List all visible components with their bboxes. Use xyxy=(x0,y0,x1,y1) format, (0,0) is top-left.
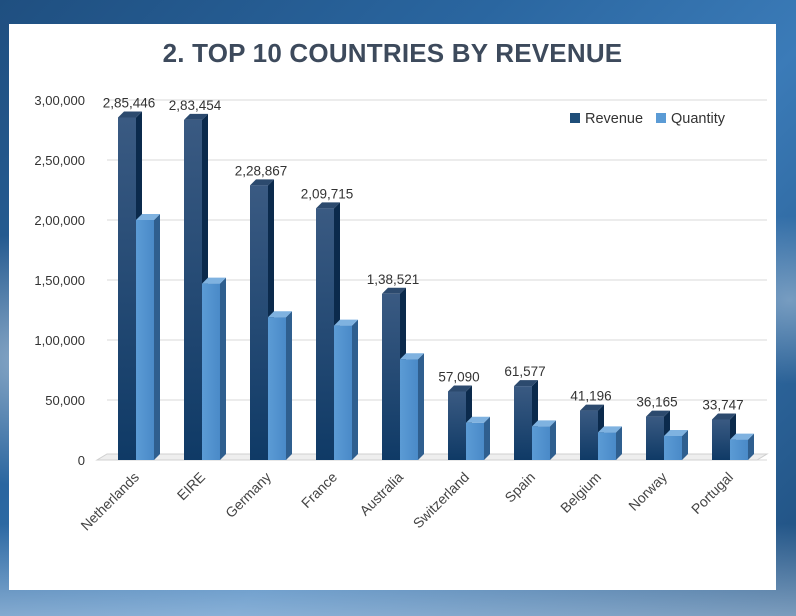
revenue-data-label: 57,090 xyxy=(438,369,479,384)
quantity-bar-front xyxy=(598,432,616,460)
quantity-bar xyxy=(202,277,226,460)
legend-swatch-revenue xyxy=(570,113,580,123)
revenue-bar-top xyxy=(184,113,208,120)
revenue-data-label: 33,747 xyxy=(702,398,743,413)
legend-label-quantity: Quantity xyxy=(671,111,726,127)
revenue-bar-top xyxy=(316,202,340,209)
revenue-bar-front xyxy=(316,208,334,460)
y-tick-label: 0 xyxy=(78,453,85,468)
quantity-bar-top xyxy=(532,420,556,427)
quantity-bar-top xyxy=(730,433,754,440)
quantity-bar-front xyxy=(532,426,550,460)
revenue-bar-top xyxy=(514,380,538,387)
revenue-data-label: 36,165 xyxy=(636,395,677,410)
quantity-bar-top xyxy=(268,311,292,318)
quantity-bar-top xyxy=(466,416,490,423)
revenue-bar-front xyxy=(382,293,400,460)
quantity-bar-front xyxy=(664,436,682,460)
quantity-bar xyxy=(268,311,292,460)
quantity-bar-front xyxy=(730,439,748,460)
quantity-bar-side xyxy=(682,430,688,460)
category-label: Switzerland xyxy=(410,469,472,531)
legend-swatch-quantity xyxy=(656,113,666,123)
category-label: Netherlands xyxy=(77,469,142,534)
quantity-bar-side xyxy=(220,277,226,460)
revenue-data-label: 41,196 xyxy=(570,389,611,404)
legend-label-revenue: Revenue xyxy=(585,111,643,127)
quantity-bar-side xyxy=(616,426,622,460)
category-label: EIRE xyxy=(174,469,208,503)
quantity-bar-front xyxy=(268,317,286,460)
quantity-bar-side xyxy=(748,433,754,460)
y-tick-label: 3,00,000 xyxy=(34,93,85,108)
quantity-bar xyxy=(532,420,556,460)
quantity-bar-front xyxy=(466,422,484,460)
quantity-bar xyxy=(598,426,622,460)
quantity-bar-side xyxy=(154,214,160,460)
quantity-bar xyxy=(730,433,754,460)
quantity-bar xyxy=(334,319,358,460)
revenue-bar-top xyxy=(646,410,670,417)
revenue-bar-front xyxy=(580,410,598,460)
revenue-bar-front xyxy=(250,185,268,460)
y-tick-label: 2,00,000 xyxy=(34,213,85,228)
category-label: Portugal xyxy=(688,469,736,517)
revenue-data-label: 2,28,867 xyxy=(235,163,288,178)
y-tick-label: 1,00,000 xyxy=(34,333,85,348)
quantity-bar-side xyxy=(352,319,358,460)
revenue-bar-front xyxy=(712,419,730,460)
y-tick-label: 2,50,000 xyxy=(34,153,85,168)
category-label: Germany xyxy=(222,469,274,521)
category-label: Belgium xyxy=(557,469,604,516)
revenue-data-label: 1,38,521 xyxy=(367,272,420,287)
revenue-bar-top xyxy=(118,111,142,118)
chart-title: 2. TOP 10 COUNTRIES BY REVENUE xyxy=(162,38,623,68)
revenue-data-label: 2,85,446 xyxy=(103,95,156,110)
quantity-bar-side xyxy=(418,353,424,460)
revenue-data-label: 2,83,454 xyxy=(169,98,222,113)
quantity-bar-top xyxy=(664,430,688,436)
quantity-bar-side xyxy=(550,420,556,460)
quantity-bar-front xyxy=(202,283,220,460)
category-label: Australia xyxy=(356,469,406,519)
y-tick-label: 50,000 xyxy=(45,393,85,408)
quantity-bar-front xyxy=(400,359,418,460)
quantity-bar-top xyxy=(598,426,622,433)
y-tick-label: 1,50,000 xyxy=(34,273,85,288)
revenue-bar-front xyxy=(514,386,532,460)
quantity-bar-front xyxy=(136,220,154,460)
quantity-bar-front xyxy=(334,325,352,460)
quantity-bar-top xyxy=(334,319,358,326)
category-label: Spain xyxy=(501,469,538,506)
revenue-data-label: 61,577 xyxy=(504,364,545,379)
quantity-bar-top xyxy=(136,214,160,220)
revenue-bar-front xyxy=(646,416,664,460)
chart-area: 0 50,000 1,00,000 1,50,000 2,00,000 2,50,000 3… xyxy=(34,93,769,534)
quantity-bar xyxy=(400,353,424,460)
category-label: Norway xyxy=(625,469,670,514)
revenue-bar-top xyxy=(382,287,406,294)
category-label: France xyxy=(298,469,340,511)
revenue-bar-front xyxy=(118,117,136,461)
revenue-bar-top xyxy=(712,413,736,420)
revenue-data-label: 2,09,715 xyxy=(301,186,354,201)
quantity-bar-top xyxy=(400,353,424,360)
revenue-bar-front xyxy=(448,391,466,460)
quantity-bar xyxy=(136,214,160,460)
revenue-bar-top xyxy=(250,179,274,186)
chart-card: 2. TOP 10 COUNTRIES BY REVENUE 0 50,000 1,… xyxy=(9,24,776,590)
quantity-bar xyxy=(664,430,688,460)
quantity-bar-side xyxy=(286,311,292,460)
quantity-bar xyxy=(466,416,490,460)
revenue-bar-top xyxy=(580,404,604,411)
revenue-bar-top xyxy=(448,385,472,392)
quantity-bar-top xyxy=(202,277,226,284)
revenue-bar-front xyxy=(184,119,202,461)
quantity-bar-side xyxy=(484,416,490,460)
